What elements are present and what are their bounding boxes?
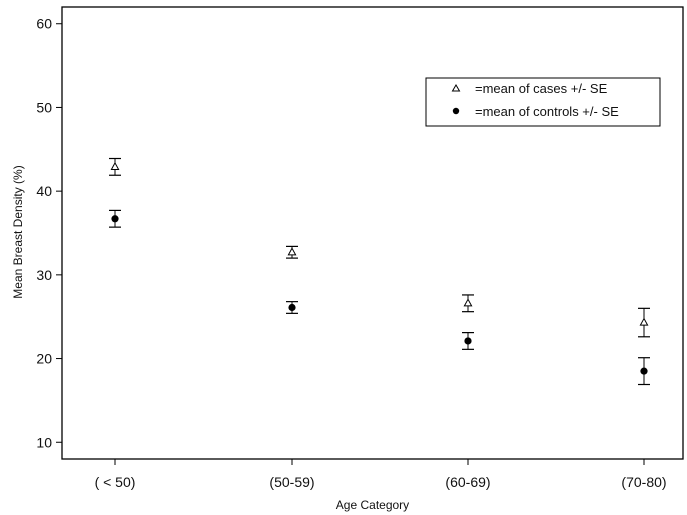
- y-tick-label: 40: [36, 183, 52, 199]
- y-axis: 10 20 30 40 50 60: [36, 16, 62, 450]
- data-point-case: [110, 161, 120, 170]
- legend-marker-cases: [451, 84, 461, 92]
- x-axis-title: Age Category: [336, 498, 409, 512]
- y-tick-label: 60: [36, 16, 52, 32]
- legend-box: [425, 77, 661, 127]
- data-point-control: [288, 303, 296, 312]
- x-axis: ( < 50) (50-59) (60-69) (70-80): [95, 459, 667, 490]
- y-axis-title: Mean Breast Density (%): [11, 165, 25, 298]
- x-tick-label: (70-80): [621, 474, 666, 490]
- legend-label-controls: =mean of controls +/- SE: [475, 104, 619, 119]
- x-tick-label: ( < 50): [95, 474, 136, 490]
- data-point-control: [111, 215, 119, 223]
- y-tick-label: 20: [36, 351, 52, 367]
- legend: =mean of cases +/- SE =mean of controls …: [425, 77, 661, 127]
- legend-marker-controls: [452, 107, 460, 115]
- data-point-control: [464, 337, 472, 345]
- y-tick-label: 50: [36, 99, 52, 115]
- y-tick-label: 10: [36, 434, 52, 450]
- series-controls: [109, 209, 650, 386]
- data-point-case: [639, 317, 649, 326]
- x-tick-label: (60-69): [445, 474, 490, 490]
- data-point-case: [463, 298, 473, 307]
- x-tick-label: (50-59): [269, 474, 314, 490]
- data-point-case: [287, 247, 297, 256]
- series-layer: [109, 157, 650, 386]
- y-tick-label: 30: [36, 267, 52, 283]
- legend-label-cases: =mean of cases +/- SE: [475, 81, 608, 96]
- series-cases: [109, 157, 650, 338]
- data-point-control: [640, 367, 648, 375]
- plot-frame: [61, 6, 684, 460]
